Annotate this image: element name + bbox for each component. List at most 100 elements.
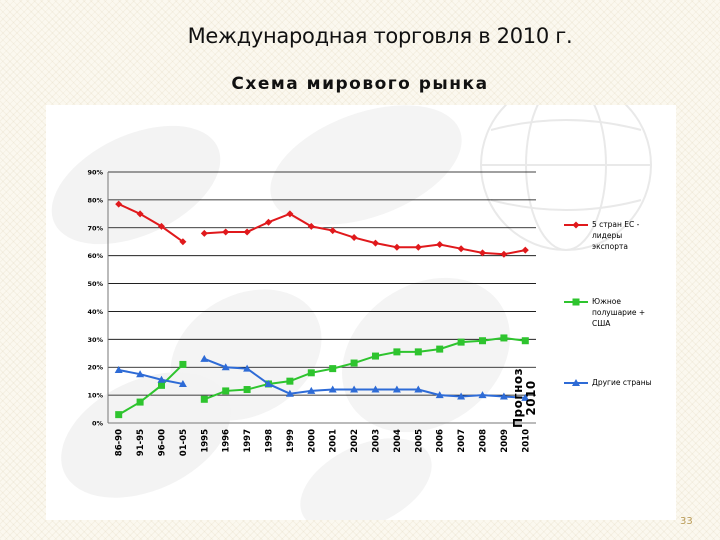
y-tick-label: 70%: [87, 224, 103, 232]
y-tick-label: 40%: [87, 308, 103, 316]
x-tick-label: 2003: [372, 429, 382, 453]
legend-label-line: экспорта: [592, 242, 628, 251]
legend-item: 5 стран ЕС - лидеры экспорта: [564, 220, 640, 251]
x-tick-label: 2001: [329, 429, 339, 453]
x-tick-label: 1996: [222, 429, 232, 453]
data-point: [285, 389, 294, 397]
data-point: [329, 365, 337, 373]
data-point: [414, 348, 422, 356]
data-point: [350, 359, 358, 367]
legend-label-line: 5 стран ЕС -: [592, 220, 640, 229]
series-line: [203, 357, 526, 399]
data-point: [572, 379, 580, 386]
x-tick-label: 2009: [500, 429, 510, 453]
x-tick-label: 2002: [350, 429, 360, 453]
data-point: [307, 386, 316, 394]
data-point: [115, 411, 123, 419]
data-point: [500, 250, 508, 258]
data-point: [136, 210, 144, 218]
legend: 5 стран ЕС - лидеры экспорта Южное полушарие…: [564, 220, 652, 387]
series-line: [204, 212, 526, 256]
data-point: [265, 218, 272, 226]
data-point: [393, 243, 401, 251]
data-point: [286, 377, 294, 385]
data-point: [478, 391, 487, 399]
y-tick-label: 80%: [87, 196, 103, 204]
page-number: 33: [680, 516, 693, 527]
data-point: [436, 345, 444, 353]
data-point: [521, 246, 529, 254]
data-point: [222, 228, 230, 236]
x-tick-label: 96-00: [158, 429, 168, 456]
data-point: [329, 227, 337, 235]
forecast-annotation: Прогноз 2010: [511, 368, 538, 428]
chart-frame: 0% 10% 20% 30% 40% 50% 60% 70% 80% 90% 86-90 91-95 9…: [46, 105, 676, 520]
series-group: [115, 334, 529, 419]
data-point: [572, 298, 580, 306]
series-group: [114, 354, 530, 401]
data-point: [435, 391, 444, 399]
x-tick-label: 2006: [436, 429, 446, 453]
data-point: [158, 381, 165, 389]
data-point: [178, 379, 187, 387]
data-point: [200, 395, 208, 403]
data-point: [372, 239, 379, 247]
x-tick-label: 1995: [200, 429, 210, 453]
legend-label: 5 стран ЕС - лидеры экспорта: [592, 220, 640, 251]
series-line: [203, 336, 526, 401]
data-point: [286, 210, 294, 218]
annotation-line-2: 2010: [524, 380, 538, 416]
data-point: [200, 354, 209, 362]
data-point: [115, 200, 123, 208]
data-point: [414, 243, 422, 251]
data-point: [457, 338, 465, 346]
series-line: [118, 203, 184, 243]
data-point: [179, 360, 187, 368]
y-tick-label: 0%: [92, 420, 104, 428]
legend-item: Южное полушарие + США: [564, 297, 645, 328]
line-chart: 0% 10% 20% 30% 40% 50% 60% 70% 80% 90% 86-90 91-95 9…: [51, 105, 652, 520]
data-point: [328, 385, 337, 393]
data-point: [136, 370, 145, 378]
data-point: [179, 238, 187, 246]
x-tick-label: 2010: [521, 429, 531, 453]
legend-label-line: США: [592, 319, 611, 328]
y-tick-label: 60%: [87, 252, 103, 260]
chart-title: Схема мирового рынка: [231, 74, 489, 94]
x-tick-label: 2008: [479, 429, 489, 453]
data-point: [307, 222, 315, 230]
data-point: [371, 385, 380, 393]
y-tick-label: 30%: [87, 336, 103, 344]
data-point: [157, 375, 166, 383]
data-point: [521, 337, 529, 345]
y-tick-label: 20%: [87, 364, 103, 372]
data-point: [372, 352, 379, 360]
series-line: [118, 363, 184, 416]
data-point: [521, 393, 530, 401]
data-point: [264, 379, 273, 387]
x-tick-label: 01-05: [179, 429, 189, 456]
y-tick-label: 50%: [87, 280, 103, 288]
legend-label-line: Южное: [592, 297, 621, 306]
slide-title: Международная торговля в 2010 г.: [187, 24, 573, 48]
data-point: [243, 228, 251, 236]
data-point: [114, 366, 123, 374]
data-point: [479, 249, 486, 257]
legend-label: Южное полушарие + США: [592, 297, 645, 328]
y-tick-label: 90%: [87, 169, 103, 177]
data-point: [200, 229, 208, 237]
data-point: [222, 387, 230, 395]
legend-item: Другие страны: [564, 378, 652, 387]
data-point: [158, 222, 165, 230]
data-point: [436, 241, 444, 249]
legend-label-line: лидеры: [592, 231, 622, 240]
series: [114, 200, 530, 419]
x-tick-label: 2005: [414, 429, 424, 453]
data-point: [350, 234, 358, 242]
decorative-background: [51, 105, 652, 520]
data-point: [499, 392, 508, 400]
x-tick-label: 2007: [457, 429, 467, 453]
x-tick-label: 2000: [307, 429, 317, 453]
data-point: [500, 334, 508, 342]
series-group: [115, 200, 529, 258]
